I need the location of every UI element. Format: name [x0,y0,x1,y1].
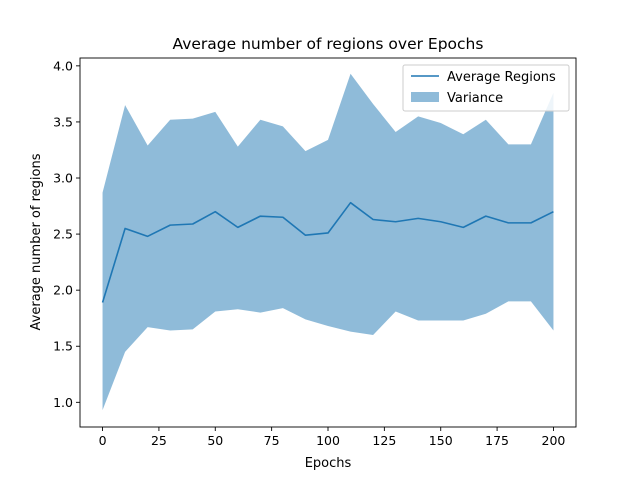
legend-box [402,64,570,112]
legend-swatch-variance [411,92,439,102]
x-tick-label: 75 [264,433,280,448]
legend: Average Regions Variance [402,64,570,112]
y-tick-label: 2.0 [53,283,73,298]
y-tick-label: 2.5 [53,227,73,242]
variance-band [102,73,554,411]
y-tick-label: 4.0 [53,58,73,73]
y-tick-label: 1.5 [53,339,73,354]
x-tick-label: 100 [316,433,340,448]
y-tick-label: 3.5 [53,114,73,129]
x-axis-label: Epochs [305,456,352,471]
x-tick-label: 0 [99,433,107,448]
plot-area: 0 25 50 75 100 125 150 175 200 1.0 1.5 2.0 2.5 3.0 3.5… [53,57,577,448]
x-tick-label: 25 [151,433,167,448]
legend-label-variance: Variance [447,91,503,106]
x-tick-label: 175 [485,433,509,448]
x-tick-label: 200 [542,433,566,448]
x-tick-label: 125 [372,433,396,448]
y-tick-label: 3.0 [53,171,73,186]
legend-label-average: Average Regions [447,70,556,85]
y-tick-label: 1.0 [53,395,73,410]
x-tick-label: 50 [207,433,223,448]
x-tick-label: 150 [429,433,453,448]
chart-title: Average number of regions over Epochs [173,35,484,53]
y-axis-label: Average number of regions [29,153,44,330]
average-regions-line [101,201,554,303]
